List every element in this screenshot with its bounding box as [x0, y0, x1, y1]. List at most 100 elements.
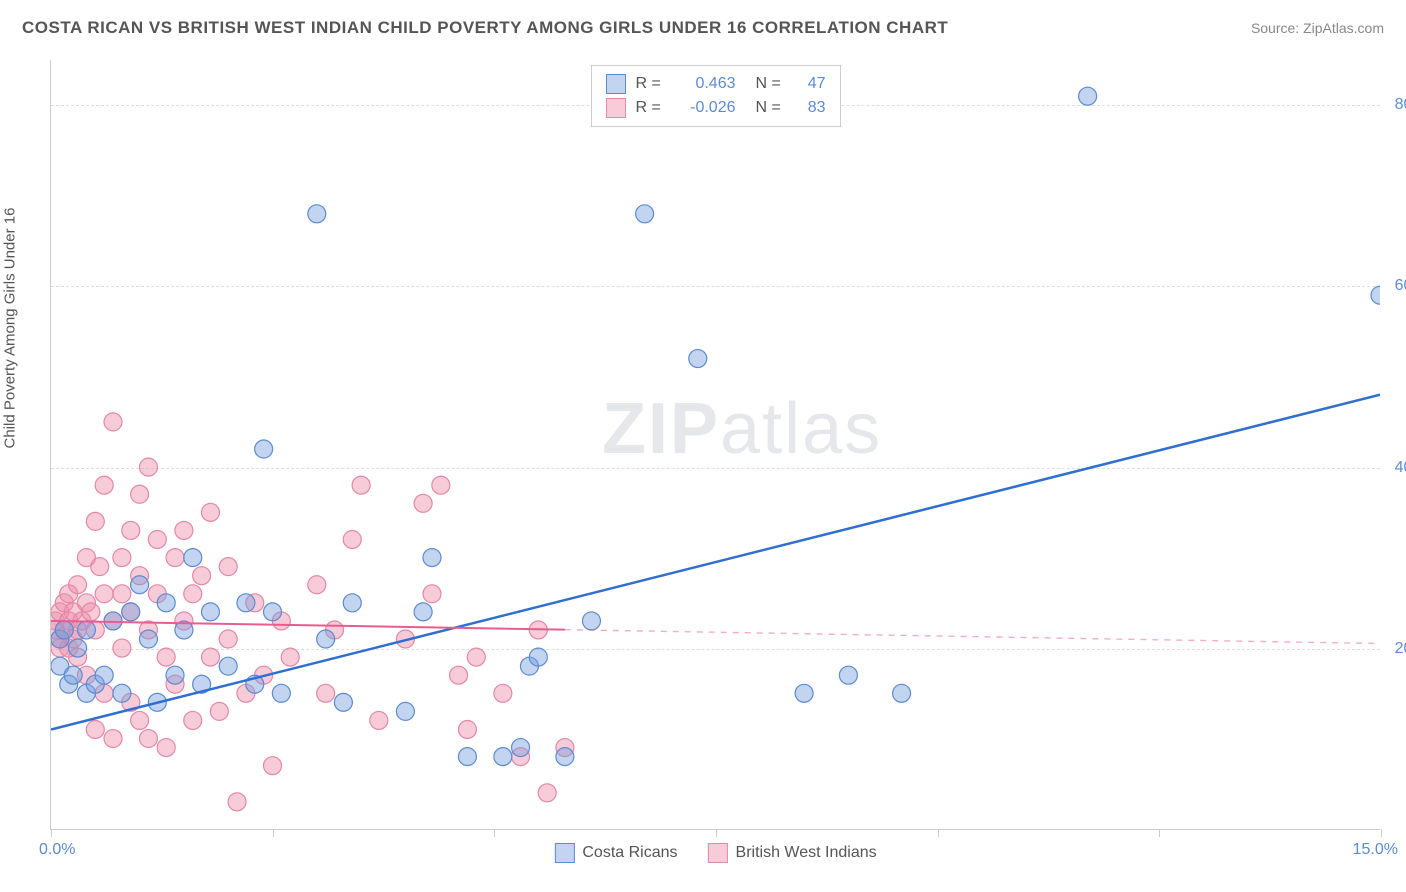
n-value-2: 83: [796, 99, 826, 117]
x-tick: [716, 829, 717, 837]
data-point: [281, 648, 299, 666]
data-point: [95, 666, 113, 684]
data-point: [264, 603, 282, 621]
x-tick: [1159, 829, 1160, 837]
data-point: [113, 585, 131, 603]
data-point: [432, 476, 450, 494]
data-point: [139, 458, 157, 476]
data-point: [69, 576, 87, 594]
data-point: [91, 558, 109, 576]
data-point: [334, 693, 352, 711]
data-point: [264, 757, 282, 775]
data-point: [343, 531, 361, 549]
data-point: [201, 603, 219, 621]
data-point: [166, 549, 184, 567]
data-point: [148, 531, 166, 549]
legend-bottom-item-2: British West Indians: [708, 843, 877, 863]
data-point: [414, 603, 432, 621]
legend-swatch-series2: [606, 98, 626, 118]
data-point: [113, 639, 131, 657]
data-point: [77, 621, 95, 639]
data-point: [308, 205, 326, 223]
x-tick: [273, 829, 274, 837]
data-point: [689, 350, 707, 368]
data-point: [317, 630, 335, 648]
data-point: [157, 648, 175, 666]
data-point: [86, 512, 104, 530]
data-point: [69, 639, 87, 657]
data-point: [467, 648, 485, 666]
data-point: [423, 549, 441, 567]
data-point: [255, 440, 273, 458]
data-point: [272, 684, 290, 702]
trend-line-solid: [51, 395, 1380, 730]
data-point: [582, 612, 600, 630]
data-point: [396, 702, 414, 720]
data-point: [104, 413, 122, 431]
data-point: [458, 748, 476, 766]
data-point: [636, 205, 654, 223]
data-point: [352, 476, 370, 494]
legend-bottom: Costa Ricans British West Indians: [554, 843, 876, 863]
trend-line-solid: [51, 621, 565, 630]
legend-swatch-series1: [606, 74, 626, 94]
n-label-2: N =: [756, 99, 786, 117]
r-label-1: R =: [636, 75, 666, 93]
source-attribution: Source: ZipAtlas.com: [1251, 20, 1384, 36]
legend-bottom-label-1: Costa Ricans: [582, 844, 677, 862]
chart-container: COSTA RICAN VS BRITISH WEST INDIAN CHILD…: [0, 0, 1406, 892]
scatter-svg: [51, 60, 1380, 829]
data-point: [219, 558, 237, 576]
data-point: [193, 567, 211, 585]
y-tick-label: 60.0%: [1395, 277, 1406, 295]
data-point: [450, 666, 468, 684]
legend-bottom-item-1: Costa Ricans: [554, 843, 677, 863]
data-point: [131, 711, 149, 729]
data-point: [308, 576, 326, 594]
data-point: [184, 711, 202, 729]
legend-correlation: R = 0.463 N = 47 R = -0.026 N = 83: [591, 65, 841, 127]
plot-area: ZIPatlas R = 0.463 N = 47 R = -0.026 N =…: [50, 60, 1380, 830]
y-tick-label: 20.0%: [1395, 640, 1406, 658]
n-label-1: N =: [756, 75, 786, 93]
legend-bottom-swatch-2: [708, 843, 728, 863]
y-axis-label: Child Poverty Among Girls Under 16: [2, 208, 19, 449]
data-point: [201, 503, 219, 521]
data-point: [237, 594, 255, 612]
data-point: [166, 666, 184, 684]
x-tick: [494, 829, 495, 837]
data-point: [157, 594, 175, 612]
y-tick-label: 40.0%: [1395, 459, 1406, 477]
data-point: [82, 603, 100, 621]
data-point: [893, 684, 911, 702]
data-point: [95, 476, 113, 494]
legend-bottom-label-2: British West Indians: [736, 844, 877, 862]
data-point: [538, 784, 556, 802]
data-point: [228, 793, 246, 811]
data-point: [512, 739, 530, 757]
data-point: [370, 711, 388, 729]
data-point: [494, 748, 512, 766]
data-point: [343, 594, 361, 612]
n-value-1: 47: [796, 75, 826, 93]
data-point: [317, 684, 335, 702]
data-point: [839, 666, 857, 684]
r-value-1: 0.463: [676, 75, 736, 93]
data-point: [494, 684, 512, 702]
data-point: [95, 585, 113, 603]
data-point: [556, 748, 574, 766]
data-point: [458, 720, 476, 738]
x-axis-max-label: 15.0%: [1353, 841, 1398, 859]
data-point: [139, 730, 157, 748]
data-point: [157, 739, 175, 757]
data-point: [795, 684, 813, 702]
legend-row-series1: R = 0.463 N = 47: [606, 72, 826, 96]
x-tick: [938, 829, 939, 837]
trend-line-dashed: [565, 630, 1380, 644]
data-point: [175, 521, 193, 539]
data-point: [201, 648, 219, 666]
chart-title: COSTA RICAN VS BRITISH WEST INDIAN CHILD…: [22, 18, 948, 38]
data-point: [64, 666, 82, 684]
x-tick: [1381, 829, 1382, 837]
legend-bottom-swatch-1: [554, 843, 574, 863]
